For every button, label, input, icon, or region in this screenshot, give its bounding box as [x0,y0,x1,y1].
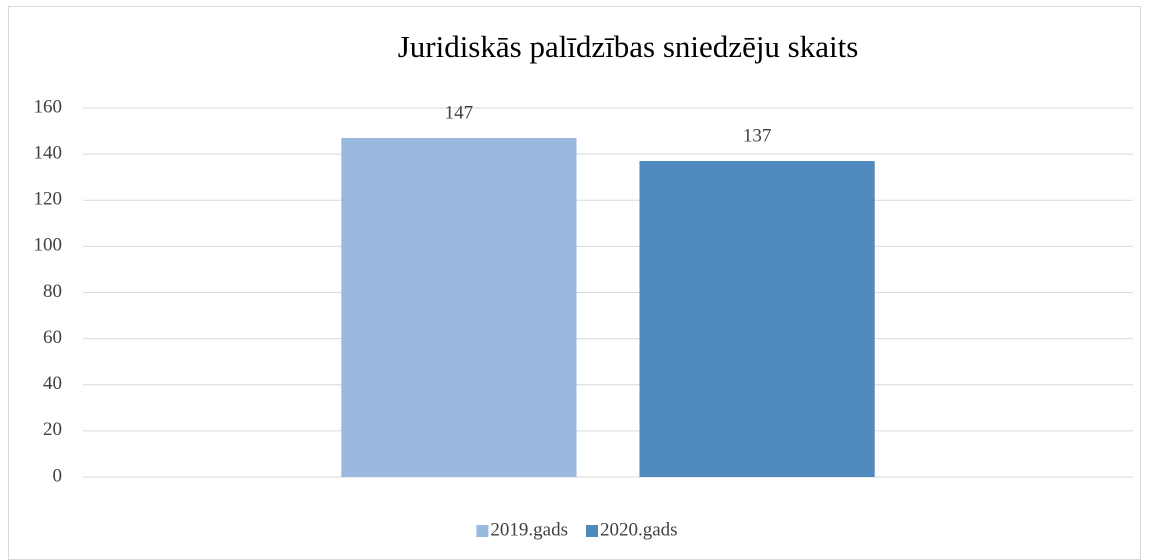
legend-label: 2019.gads [490,519,568,540]
y-tick-label: 20 [43,419,62,440]
y-tick-label: 0 [53,465,63,486]
y-tick-label: 40 [43,373,62,394]
legend-label: 2020.gads [600,519,678,540]
y-tick-label: 100 [34,235,63,256]
legend-swatch [476,525,489,537]
data-label: 147 [445,102,474,123]
data-label: 137 [743,125,772,146]
y-tick-label: 60 [43,327,62,348]
y-tick-label: 140 [34,142,63,163]
y-tick-label: 160 [34,96,63,117]
chart-title: Juridiskās palīdzības sniedzēju skaits [398,29,859,64]
y-tick-label: 80 [43,281,62,302]
bar [639,161,875,477]
legend-swatch [586,525,598,537]
bar [341,137,577,477]
y-tick-label: 120 [34,189,63,210]
